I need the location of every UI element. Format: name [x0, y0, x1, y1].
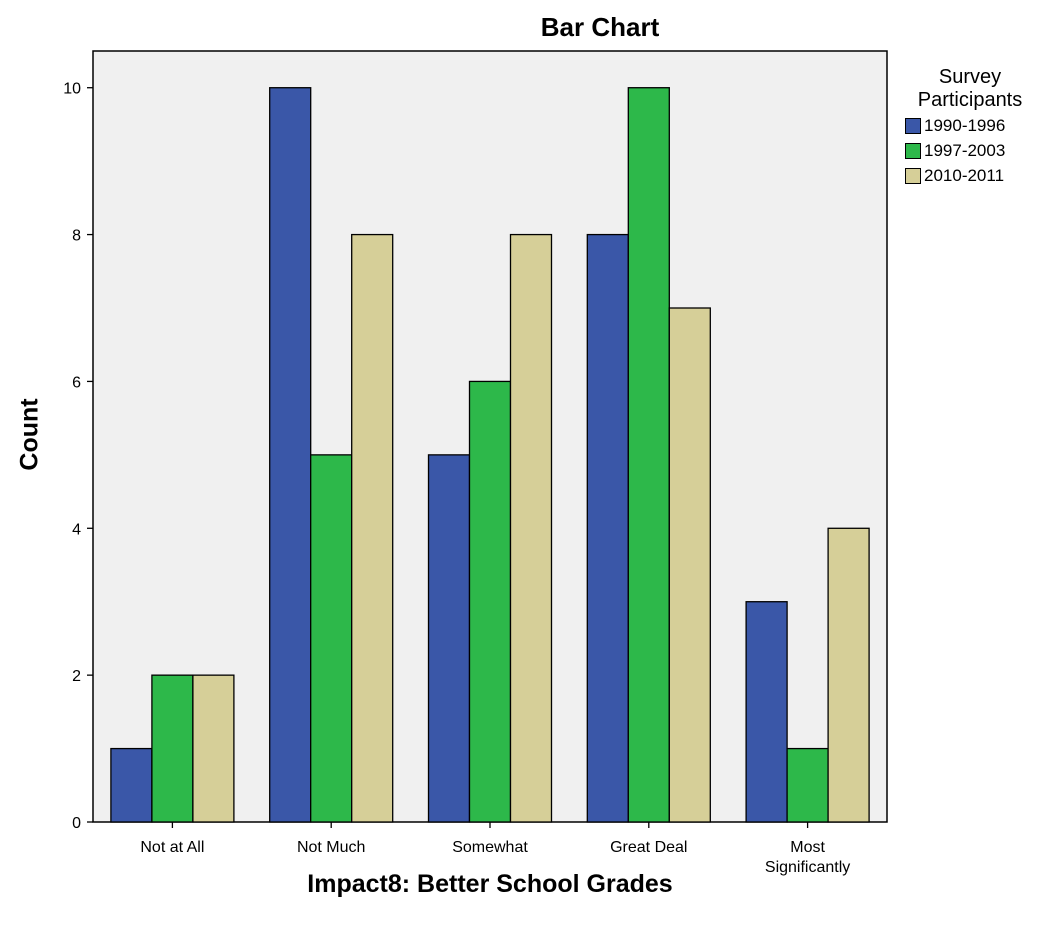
bar [745, 601, 788, 823]
bar [110, 747, 153, 823]
y-tick-label: 8 [72, 228, 81, 245]
bar [586, 233, 629, 823]
legend-swatch [905, 142, 921, 159]
legend: Survey Participants 1990-1996 1997-2003 … [905, 66, 1035, 187]
legend-swatch [905, 167, 921, 184]
legend-label: 2010-2011 [924, 165, 1005, 185]
bar [827, 527, 870, 823]
y-tick-label: 0 [72, 815, 81, 832]
y-tick-label: 2 [72, 668, 81, 685]
chart-title: Bar Chart [540, 12, 660, 42]
y-tick-label: 10 [63, 81, 81, 98]
legend-title: Survey Participants [905, 66, 1035, 112]
legend-label: 1997-2003 [924, 140, 1006, 160]
legend-item: 1990-1996 [905, 114, 1035, 137]
bar [351, 233, 394, 823]
bar [427, 454, 471, 823]
x-tick-label: Most Significantly [765, 839, 850, 876]
y-tick-label: 4 [72, 521, 81, 538]
bar [668, 307, 711, 823]
x-tick-label: Somewhat [452, 839, 528, 856]
bar [468, 380, 512, 823]
bar [786, 747, 829, 823]
bar [627, 87, 670, 823]
legend-title-line: Participants [917, 89, 1023, 111]
y-axis-label: Count [15, 398, 44, 471]
x-tick-label: Great Deal [610, 839, 687, 856]
legend-item: 1997-2003 [905, 139, 1035, 162]
legend-item: 2010-2011 [905, 164, 1035, 187]
x-axis-label: Impact8: Better School Grades [307, 870, 673, 898]
legend-label: 1990-1996 [924, 115, 1006, 135]
bar [192, 674, 235, 823]
x-tick-label: Not Much [297, 839, 365, 856]
y-tick-label: 6 [72, 374, 81, 391]
bar [151, 674, 194, 823]
legend-swatch [905, 117, 921, 134]
bar [509, 233, 553, 823]
x-tick-label: Not at All [140, 839, 204, 856]
bar [269, 87, 312, 823]
legend-title-line: Survey [938, 66, 1002, 88]
bar [310, 454, 353, 823]
